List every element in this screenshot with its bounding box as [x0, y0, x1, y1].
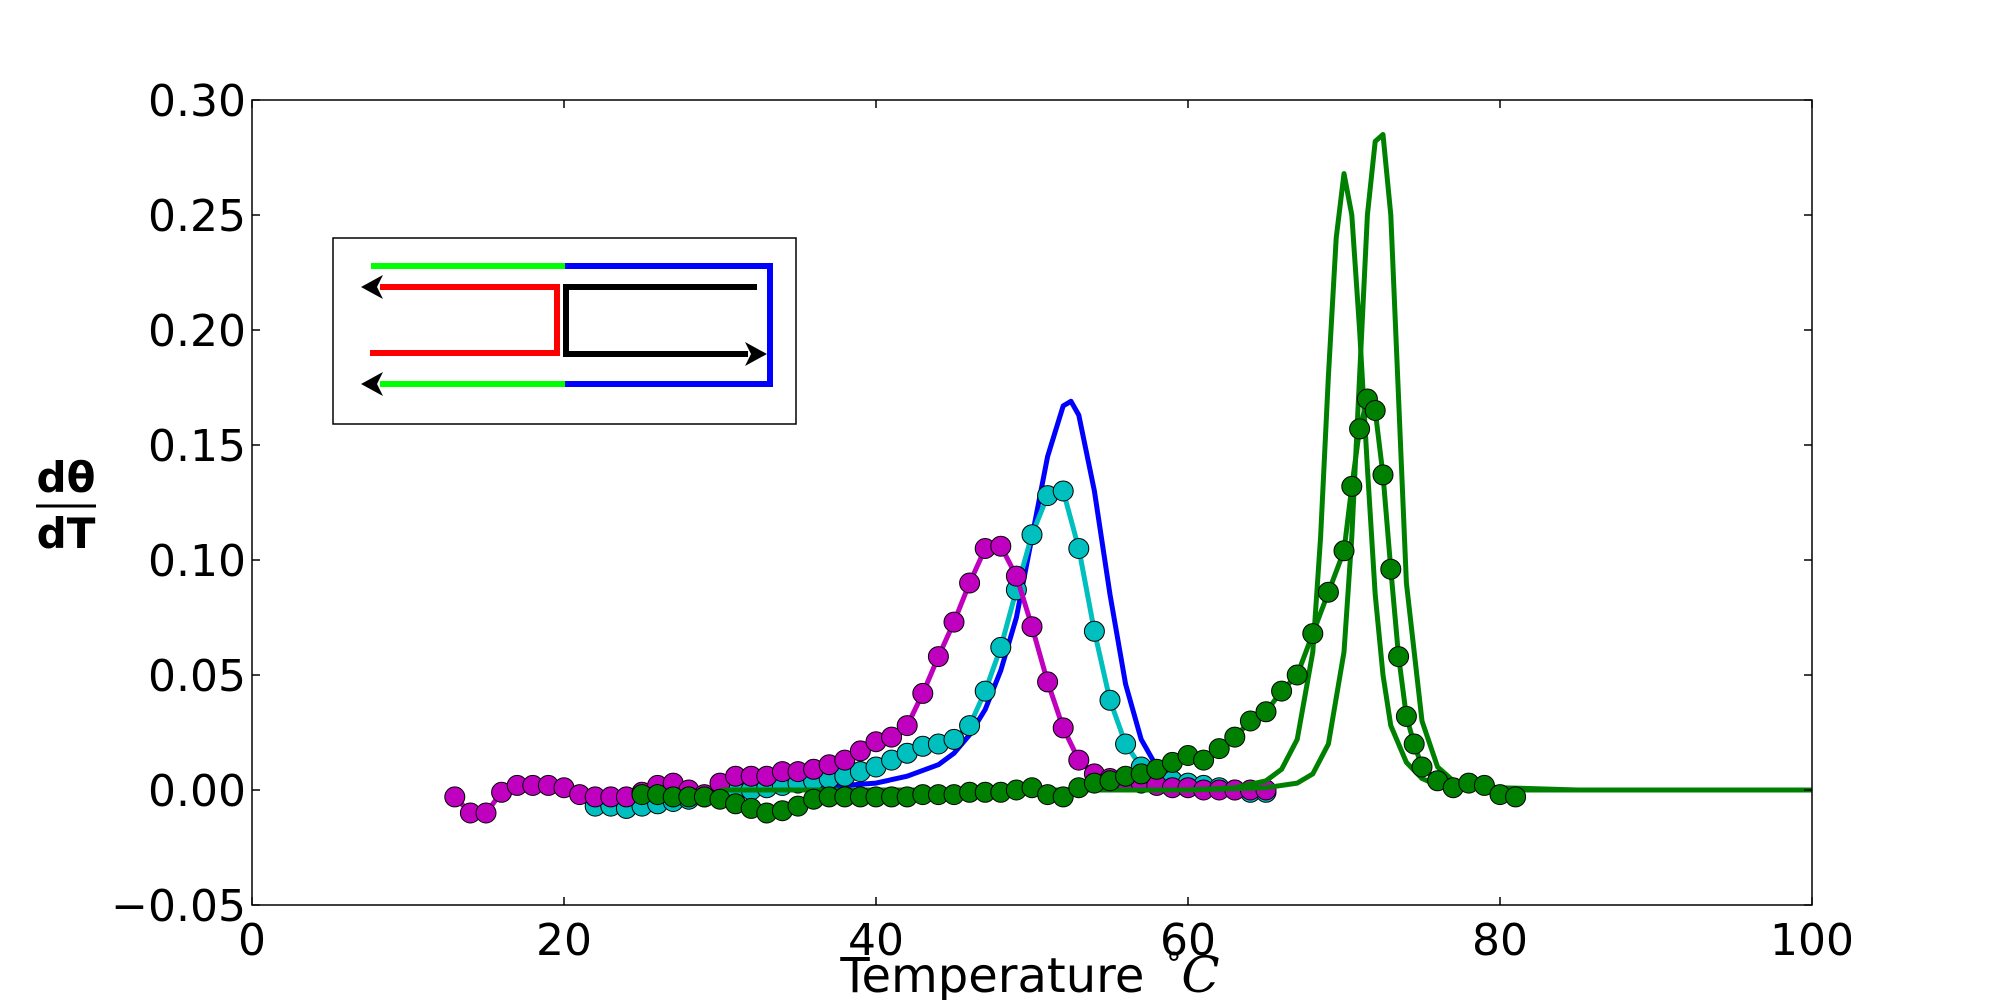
series-1-point [1068, 538, 1090, 559]
series-2-point [896, 715, 918, 737]
series-5-point [1193, 749, 1215, 771]
series-1-point [943, 728, 965, 750]
inset-blue-strand [565, 263, 773, 387]
series-5-point [1239, 710, 1261, 732]
series-2-point [849, 740, 871, 762]
series-5-point [1052, 786, 1074, 808]
series-2-point [927, 646, 949, 668]
series-1-point [1083, 620, 1105, 642]
series-1-point [1052, 480, 1074, 502]
series-1-point [990, 636, 1012, 658]
data-layer [444, 132, 1812, 824]
series-2-point [1005, 565, 1027, 587]
inset-black-strand [563, 284, 757, 357]
y-axis-label-numerator: dθ [37, 453, 96, 502]
series-5-point [1341, 475, 1363, 497]
y-tick-label: 0.30 [148, 76, 246, 127]
series-2-point [1037, 671, 1059, 693]
y-tick-label: 0.05 [148, 651, 246, 702]
series-1-point [1099, 689, 1121, 711]
series-1-point [1115, 733, 1137, 755]
series-2-point [834, 749, 856, 771]
series-5-point [1473, 774, 1495, 796]
series-5-point [1333, 540, 1355, 562]
series-2-point [881, 726, 903, 748]
inset-arrowhead-right [745, 342, 767, 366]
series-1-point [974, 680, 996, 702]
series-5-point [1364, 400, 1386, 421]
series-5-point [1372, 464, 1394, 486]
inset-red-strand [370, 284, 560, 356]
series-2-point [943, 611, 965, 633]
x-tick-label: 20 [536, 915, 592, 966]
series-2-point [1068, 749, 1090, 771]
y-tick-label: 0.15 [148, 421, 246, 472]
y-tick-label: −0.05 [111, 881, 246, 932]
series-2-point [475, 802, 497, 824]
y-tick-label: 0.00 [148, 766, 246, 817]
series-2-point [1021, 616, 1043, 638]
series-5-point [1302, 623, 1324, 645]
x-tick-label: 100 [1770, 915, 1854, 966]
y-tick-label: 0.10 [148, 536, 246, 587]
x-axis-label: Temperature °C [839, 946, 1219, 1000]
series-5-point [1208, 738, 1230, 760]
inset-schematic [332, 237, 797, 425]
series-5-point [1224, 726, 1246, 748]
series-2-point [912, 682, 934, 704]
plot-frame [251, 99, 1813, 906]
x-tick-label: 60 [1160, 915, 1216, 966]
inset-arrowhead-top-left [361, 275, 383, 299]
axis-layer: 0 20 40 60 80 100 −0.05 0.00 0.05 0.10 0.15 0.20 0.2… [111, 76, 1854, 966]
x-tick-label: 40 [848, 915, 904, 966]
series-5-point [1286, 664, 1308, 686]
series-5 [631, 388, 1527, 824]
series-5-point [1411, 756, 1433, 778]
series-5-point [1349, 418, 1371, 440]
series-5-point [1317, 581, 1339, 603]
series-5-point [1388, 646, 1410, 668]
series-1-point [959, 715, 981, 737]
y-tick-label: 0.25 [148, 191, 246, 242]
x-tick-label: 80 [1472, 915, 1528, 966]
y-axis-label-denominator: dT [37, 509, 96, 558]
series-5-point [1255, 701, 1277, 723]
x-axis-unit: C [1181, 946, 1219, 1000]
series-2-point [1052, 717, 1074, 739]
series-5-point [1505, 786, 1527, 808]
series-5-point [1380, 558, 1402, 580]
series-2-point [444, 786, 466, 808]
x-tick-label: 0 [238, 915, 266, 966]
inset-arrowhead-bottom-left [361, 372, 383, 396]
series-5-point [1395, 705, 1417, 727]
series-5-point [1271, 680, 1293, 702]
series-2-point [990, 535, 1012, 557]
series-1-point [1021, 524, 1043, 546]
series-5-point [1403, 733, 1425, 755]
series-2-point [959, 572, 981, 594]
y-tick-label: 0.20 [148, 306, 246, 357]
